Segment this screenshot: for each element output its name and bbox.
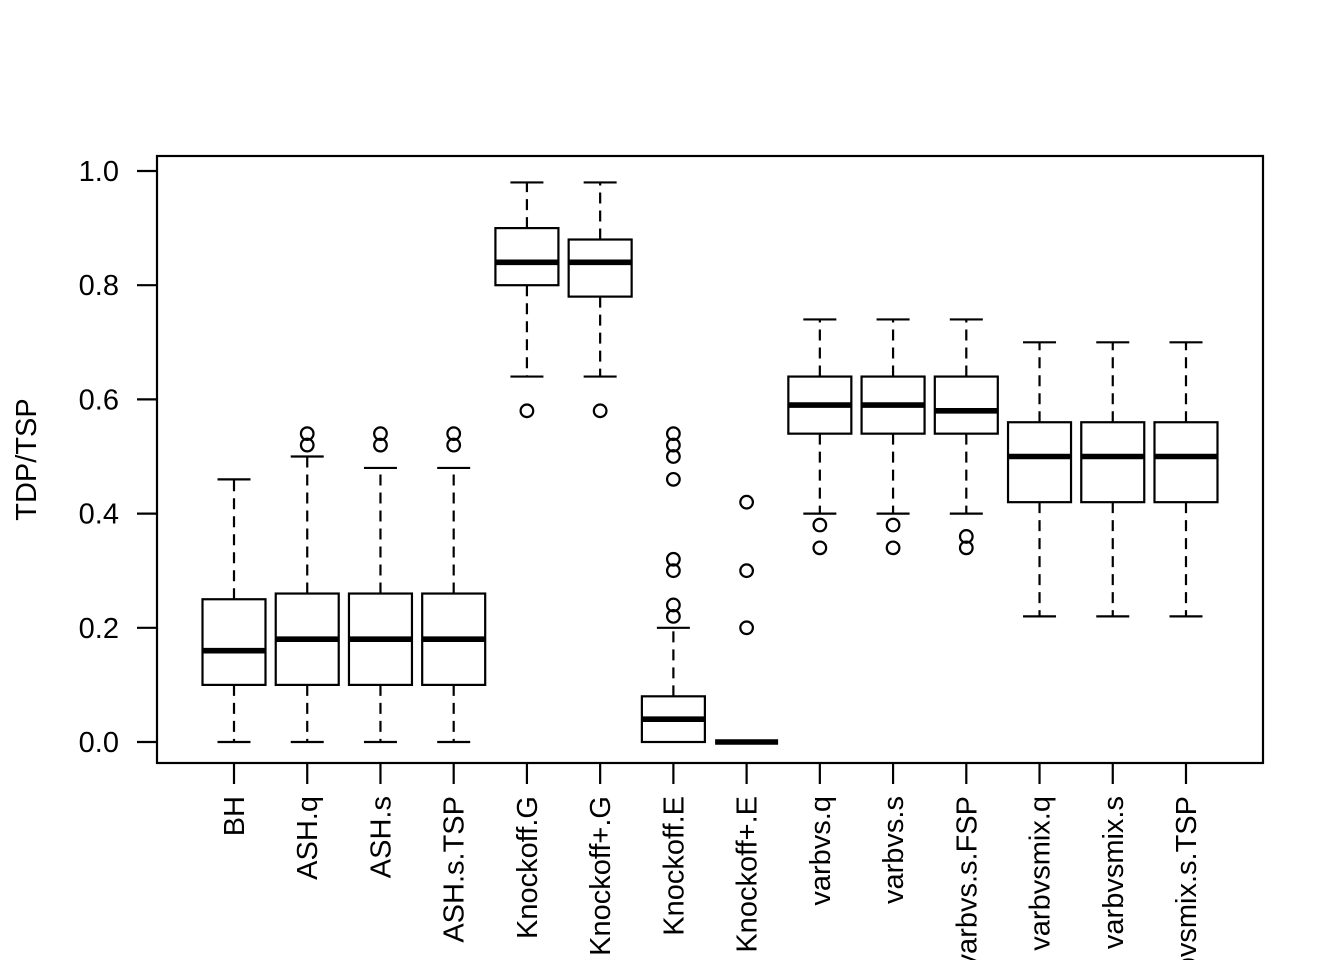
box-group-ASH.s.TSP: ASH.s.TSP <box>421 426 487 943</box>
outlier-point <box>665 449 681 464</box>
box-group-varbvs.q: varbvs.q <box>787 318 853 906</box>
outlier-point <box>885 540 901 556</box>
y-tick-label: 0.4 <box>79 499 119 531</box>
box-group-varbvsmix.q: varbvsmix.q <box>1006 341 1073 951</box>
chart-generated-content: 0.0 0.2 0.4 0.6 0.8 1.0 BH ASH.q ASH.s ASH.s.TSP K… <box>79 154 1265 960</box>
y-axis-title: TDP/TSP <box>11 398 43 520</box>
outlier-point <box>958 540 974 556</box>
y-tick-label: 0.2 <box>79 613 119 645</box>
box <box>1006 421 1073 504</box>
box-group-ASH.s: ASH.s <box>347 426 414 878</box>
box <box>933 375 999 435</box>
x-tick-label: varbvs.s.FSP <box>951 796 983 960</box>
outlier-point <box>373 437 388 453</box>
outlier-point <box>812 540 828 556</box>
y-axis: 0.0 0.2 0.4 0.6 0.8 1.0 <box>79 156 157 759</box>
x-tick-label: Knockoff.G <box>512 796 544 939</box>
outlier-point <box>885 517 901 533</box>
x-tick-label: varbvsmix.s <box>1098 796 1130 949</box>
y-tick-label: 1.0 <box>79 156 119 188</box>
outlier-point <box>739 563 755 579</box>
box-group-Knockoff.G: Knockoff.G <box>494 181 560 939</box>
outlier-point <box>665 471 681 487</box>
x-tick-label: Knockoff+.E <box>732 796 764 953</box>
outlier-point <box>299 437 315 453</box>
box <box>1080 421 1146 504</box>
y-tick-label: 0.0 <box>79 727 119 759</box>
box-group-Knockoff+.G: Knockoff+.G <box>567 181 633 956</box>
outlier-point <box>665 551 681 567</box>
x-tick-label: ASH.s.TSP <box>439 796 471 943</box>
x-tick-label: varbvsmix.s.TSP <box>1171 796 1203 960</box>
x-tick-label: Knockoff.E <box>658 796 690 936</box>
x-tick-label: varbvs.q <box>805 796 837 906</box>
outlier-point <box>665 426 681 442</box>
box <box>494 227 560 287</box>
outlier-point <box>592 403 608 419</box>
outlier-point <box>739 620 755 636</box>
x-tick-label: ASH.s <box>365 796 397 878</box>
outlier-point <box>299 426 315 442</box>
box-group-BH: BH <box>201 478 267 836</box>
plot-frame <box>155 154 1265 765</box>
outlier-point <box>446 426 462 442</box>
outlier-point <box>665 437 681 453</box>
x-tick-label: Knockoff+.G <box>585 796 617 956</box>
box-group-varbvsmix.s.TSP: varbvsmix.s.TSP <box>1153 341 1219 960</box>
box <box>201 598 267 687</box>
outlier-point <box>665 563 681 579</box>
y-tick-label: 0.8 <box>79 270 119 302</box>
x-tick-label: varbvs.s <box>878 796 910 904</box>
box-group-Knockoff+.E: Knockoff+.E <box>715 494 779 953</box>
outlier-point <box>665 608 681 624</box>
x-tick-label: ASH.q <box>292 796 324 880</box>
y-tick-label: 0.6 <box>79 384 119 416</box>
box-group-varbvs.s: varbvs.s <box>860 318 926 904</box>
outlier-point <box>958 529 974 544</box>
outlier-point <box>373 426 388 442</box>
box-group-Knockoff.E: Knockoff.E <box>640 426 706 936</box>
x-tick-label: varbvsmix.q <box>1025 796 1057 951</box>
box-group-ASH.q: ASH.q <box>274 426 340 880</box>
outlier-point <box>519 403 535 419</box>
box-group-varbvsmix.s: varbvsmix.s <box>1080 341 1146 949</box>
box <box>1153 421 1219 504</box>
outlier-point <box>812 517 828 533</box>
x-tick-label: BH <box>219 796 251 836</box>
box <box>567 238 633 298</box>
outlier-point <box>739 494 755 510</box>
outlier-point <box>446 437 462 453</box>
outlier-point <box>665 597 681 613</box>
box-group-varbvs.s.FSP: varbvs.s.FSP <box>933 318 999 960</box>
